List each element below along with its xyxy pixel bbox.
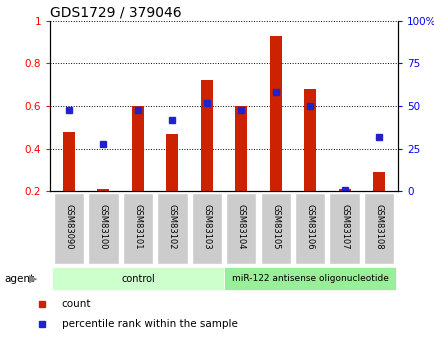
Text: control: control — [121, 274, 155, 284]
Bar — [338, 189, 350, 191]
Bar — [224, 267, 395, 290]
Text: GSM83101: GSM83101 — [133, 204, 142, 250]
Text: GSM83103: GSM83103 — [202, 204, 211, 250]
Bar — [54, 193, 84, 264]
Bar — [97, 189, 109, 191]
Text: GSM83090: GSM83090 — [64, 204, 73, 250]
Text: GSM83104: GSM83104 — [236, 204, 245, 250]
Text: ▶: ▶ — [29, 274, 38, 284]
Text: GSM83105: GSM83105 — [270, 204, 279, 250]
Bar — [294, 193, 325, 264]
Bar — [157, 193, 187, 264]
Bar — [372, 172, 384, 191]
Text: GSM83100: GSM83100 — [99, 204, 108, 250]
Bar — [269, 36, 281, 191]
Text: percentile rank within the sample: percentile rank within the sample — [62, 319, 237, 328]
Bar — [191, 193, 221, 264]
Text: GSM83102: GSM83102 — [168, 204, 177, 250]
Bar — [52, 267, 224, 290]
Text: agent: agent — [4, 274, 34, 284]
Bar — [363, 193, 393, 264]
Bar — [166, 134, 178, 191]
Text: GSM83108: GSM83108 — [374, 204, 383, 250]
Bar — [303, 89, 316, 191]
Bar — [226, 193, 256, 264]
Bar — [122, 193, 153, 264]
Bar — [235, 106, 247, 191]
Text: count: count — [62, 299, 91, 309]
Text: GSM83107: GSM83107 — [339, 204, 349, 250]
Bar — [260, 193, 290, 264]
Text: GSM83106: GSM83106 — [305, 204, 314, 250]
Bar — [88, 193, 118, 264]
Bar — [329, 193, 359, 264]
Bar — [201, 80, 212, 191]
Bar — [63, 132, 75, 191]
Text: miR-122 antisense oligonucleotide: miR-122 antisense oligonucleotide — [231, 274, 388, 283]
Text: GDS1729 / 379046: GDS1729 / 379046 — [50, 6, 181, 20]
Bar — [132, 106, 144, 191]
